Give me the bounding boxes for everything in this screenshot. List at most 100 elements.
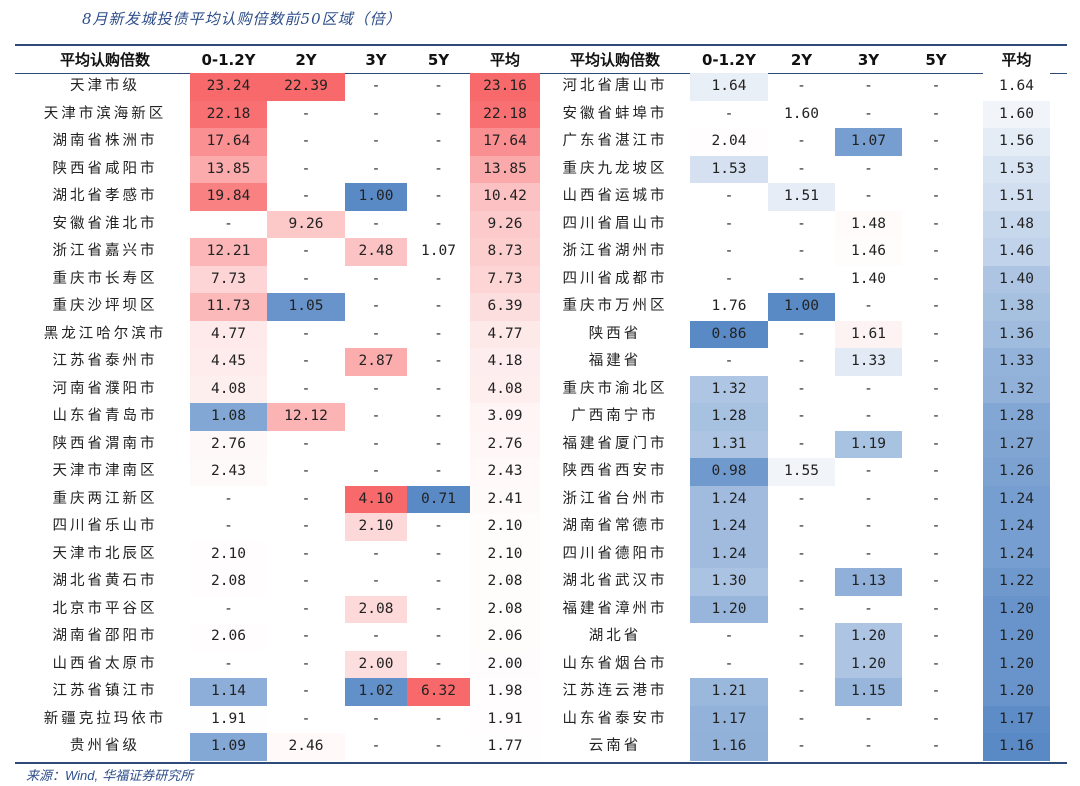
header-region: 平均认购倍数: [59, 51, 150, 69]
value-0-1.2y-text: 1.24: [711, 490, 747, 507]
value-5y: -: [902, 431, 970, 459]
table-row: 湖北省黄石市 2.08 - - - 2.08: [20, 568, 540, 596]
value-0-1.2y: 2.10: [190, 540, 267, 568]
table-row: 浙江省台州市 1.24 - - - 1.24: [540, 485, 1050, 514]
table-row: 四川省成都市 - - 1.40 - 1.40: [540, 265, 1050, 293]
value-average: 1.17: [983, 705, 1050, 733]
value-5y-text: -: [434, 215, 443, 232]
value-2y-text: 1.51: [784, 188, 819, 205]
value-3y-text: 1.20: [851, 655, 886, 672]
region-name-text: 河北省唐山市: [562, 78, 668, 95]
spacer: [970, 651, 983, 679]
value-5y-text: -: [931, 325, 941, 342]
spacer: [970, 128, 983, 156]
value-5y-text: -: [434, 325, 443, 342]
value-5y-text: -: [931, 738, 941, 755]
value-3y-text: 2.10: [358, 518, 394, 535]
value-5y: -: [407, 568, 470, 596]
value-0-1.2y: 12.21: [190, 238, 267, 266]
value-3y-text: -: [371, 463, 381, 480]
value-average: 1.48: [983, 210, 1050, 238]
region-name-text: 天津市滨海新区: [43, 105, 167, 122]
value-0-1.2y-text: -: [224, 518, 233, 535]
value-3y: -: [345, 293, 407, 321]
value-2y-text: -: [301, 655, 311, 672]
region-name-text: 浙江省嘉兴市: [52, 243, 158, 260]
value-3y: 1.46: [835, 238, 902, 266]
region-name: 山西省运城市: [540, 183, 690, 211]
value-5y-text: -: [434, 463, 443, 480]
region-name-text: 陕西省西安市: [562, 463, 668, 480]
region-name-text: 四川省成都市: [562, 270, 668, 287]
region-name: 浙江省台州市: [540, 486, 690, 514]
value-3y: 1.07: [835, 128, 902, 156]
spacer: [970, 596, 983, 624]
value-average-text: 1.27: [999, 435, 1034, 452]
header-3y: 3Y: [857, 50, 880, 69]
value-5y: -: [407, 128, 470, 156]
value-5y: -: [902, 596, 970, 624]
value-5y-text: -: [434, 435, 443, 452]
value-5y-text: -: [931, 353, 941, 370]
value-5y: -: [407, 651, 470, 679]
value-3y: 1.13: [835, 568, 902, 596]
value-5y-text: -: [434, 133, 443, 150]
value-0-1.2y-text: 1.24: [711, 518, 747, 535]
value-average-text: 1.24: [999, 518, 1034, 535]
right-table: 平均认购倍数 0-1.2Y 2Y 3Y 5Y 平均 河北省唐山市 1.64 - - - 1…: [540, 46, 1050, 761]
header-5y: 5Y: [925, 50, 947, 69]
value-0-1.2y-text: 23.24: [206, 78, 251, 95]
value-2y-text: 12.12: [284, 408, 328, 425]
header-average: 平均: [1001, 51, 1032, 69]
table-row: 福建省漳州市 1.20 - - - 1.20: [540, 595, 1050, 624]
value-0-1.2y-text: 11.73: [206, 298, 251, 315]
value-0-1.2y-text: 1.20: [711, 600, 747, 617]
region-name: 福建省: [540, 348, 690, 376]
table-row: 陕西省 0.86 - 1.61 - 1.36: [540, 320, 1050, 348]
value-5y: -: [902, 678, 970, 706]
value-3y: -: [345, 156, 407, 184]
region-name: 山西省太原市: [20, 651, 190, 679]
region-name-text: 天津市北辰区: [52, 545, 158, 562]
value-3y: -: [835, 486, 902, 514]
region-name-text: 陕西省: [588, 325, 642, 342]
value-average-text: 1.16: [999, 738, 1034, 755]
value-5y: -: [407, 431, 470, 459]
region-name-text: 四川省德阳市: [562, 545, 668, 562]
value-5y: -: [407, 73, 470, 101]
value-average: 1.77: [470, 733, 540, 761]
value-5y-text: -: [434, 710, 443, 727]
value-2y: -: [768, 706, 835, 734]
value-0-1.2y-text: 17.64: [206, 133, 251, 150]
value-average: 2.08: [470, 595, 540, 623]
table-row: 江苏省镇江市 1.14 - 1.02 6.32 1.98: [20, 678, 540, 706]
value-5y-text: -: [931, 215, 941, 232]
table-row: 重庆市渝北区 1.32 - - - 1.32: [540, 375, 1050, 403]
value-average-text: 1.20: [999, 600, 1034, 617]
value-average-text: 3.09: [487, 408, 523, 425]
table-row: 湖南省株洲市 17.64 - - - 17.64: [20, 128, 540, 156]
value-average: 1.46: [983, 238, 1050, 266]
value-5y-text: -: [931, 490, 941, 507]
value-5y: -: [902, 128, 970, 156]
value-average: 2.10: [470, 513, 540, 541]
value-2y-text: -: [301, 518, 311, 535]
value-2y-text: -: [301, 105, 311, 122]
region-name: 重庆沙坪坝区: [20, 293, 190, 321]
region-name-text: 重庆沙坪坝区: [52, 298, 158, 315]
value-3y: 1.02: [345, 678, 407, 706]
value-0-1.2y: 2.04: [690, 128, 768, 156]
value-average: 3.09: [470, 403, 540, 431]
region-name-text: 福建省: [588, 353, 642, 370]
table-row: 湖北省孝感市 19.84 - 1.00 - 10.42: [20, 183, 540, 211]
value-0-1.2y-text: -: [724, 188, 734, 205]
value-3y-text: 1.13: [851, 573, 886, 590]
value-2y-text: -: [301, 380, 311, 397]
value-0-1.2y: -: [190, 513, 267, 541]
table-row: 山东省青岛市 1.08 12.12 - - 3.09: [20, 403, 540, 431]
value-5y: -: [407, 403, 470, 431]
region-name: 山东省烟台市: [540, 651, 690, 679]
value-5y-text: -: [931, 243, 941, 260]
spacer: [970, 706, 983, 734]
value-0-1.2y-text: 1.28: [711, 408, 747, 425]
